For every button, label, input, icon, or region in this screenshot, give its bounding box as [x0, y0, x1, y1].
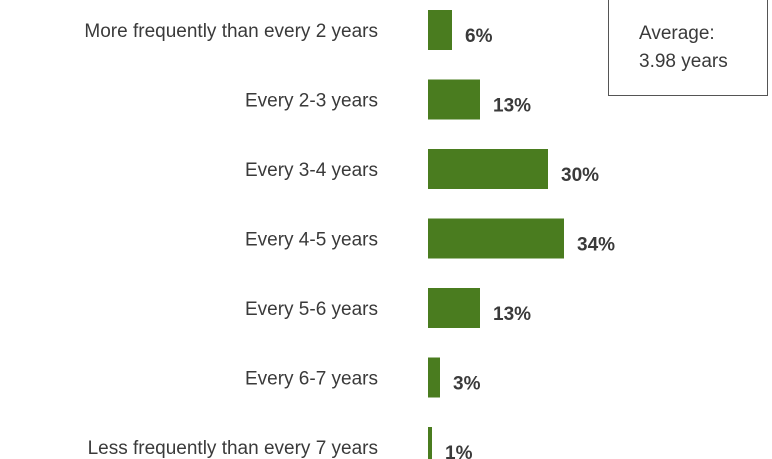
value-label: 30% [561, 165, 599, 186]
category-label: Every 6-7 years [245, 369, 378, 390]
category-label: Every 3-4 years [245, 160, 378, 181]
bar [428, 357, 440, 398]
average-annotation-box: Average: 3.98 years [608, 0, 768, 96]
average-value: 3.98 years [639, 50, 728, 72]
category-labels: More frequently than every 2 years Every … [84, 21, 378, 459]
value-labels: 6% 13% 30% 34% 13% 3% 1% [445, 26, 615, 459]
category-label: Every 4-5 years [245, 230, 378, 251]
category-label: Less frequently than every 7 years [88, 438, 378, 459]
value-label: 13% [493, 304, 531, 325]
bar [428, 288, 480, 328]
value-label: 13% [493, 96, 531, 117]
bar [428, 79, 480, 120]
bars [428, 10, 564, 459]
value-label: 1% [445, 443, 473, 459]
value-label: 3% [453, 374, 481, 395]
value-label: 34% [577, 235, 615, 256]
bar [428, 10, 452, 50]
average-label: Average: [639, 22, 715, 44]
bar [428, 218, 564, 259]
value-label: 6% [465, 26, 493, 47]
bar [428, 149, 548, 189]
category-label: Every 5-6 years [245, 299, 378, 320]
category-label: Every 2-3 years [245, 91, 378, 112]
category-label: More frequently than every 2 years [84, 21, 378, 42]
bar [428, 427, 432, 459]
